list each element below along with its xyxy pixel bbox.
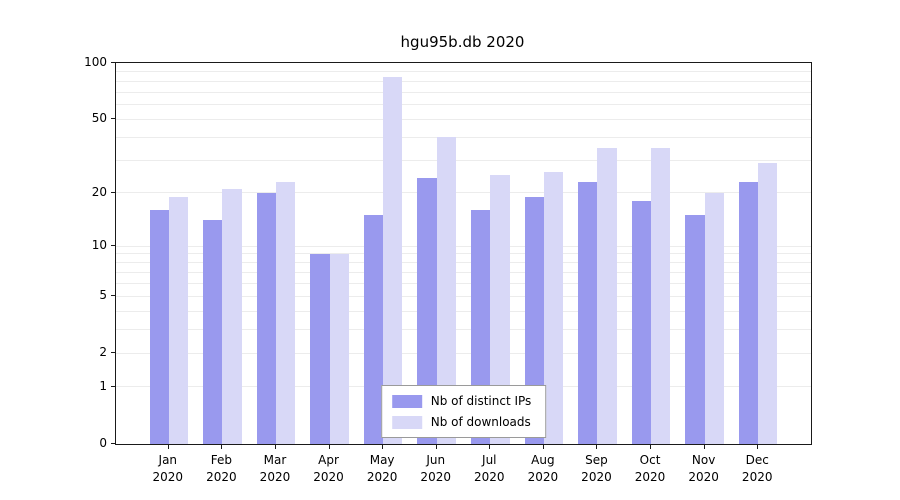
x-axis-tick-mark	[221, 444, 223, 449]
bar-distinct-ips-apr	[310, 253, 330, 444]
y-axis-tick-mark	[111, 443, 116, 444]
x-axis-tick-mark	[703, 444, 705, 449]
legend-label-downloads: Nb of downloads	[430, 415, 531, 429]
legend-row-distinct-ips: Nb of distinct IPs	[391, 394, 532, 408]
bar-distinct-ips-aug	[524, 196, 544, 444]
x-axis-tick-mark	[382, 444, 384, 449]
bar-downloads-jan	[168, 196, 189, 444]
x-axis-tick-mark	[596, 444, 598, 449]
y-axis-tick-label: 1	[99, 378, 107, 393]
x-axis-tick-mark	[650, 444, 652, 449]
legend-label-distinct-ips: Nb of distinct IPs	[430, 394, 532, 408]
x-axis-tick-mark	[489, 444, 491, 449]
x-axis-tick-label: Dec 2020	[741, 453, 773, 485]
gridline	[116, 104, 811, 106]
bar-distinct-ips-nov	[685, 215, 705, 444]
gridline	[116, 310, 811, 312]
y-axis-tick-label: 5	[99, 288, 107, 303]
y-axis-tick-label: 10	[91, 238, 107, 253]
x-axis-tick-label: Jun 2020	[420, 453, 451, 485]
x-axis-tick-mark	[542, 444, 544, 449]
bar-downloads-nov	[704, 192, 724, 444]
x-axis-tick-label: Aug 2020	[527, 453, 559, 485]
gridline	[116, 329, 811, 331]
y-axis-tick-label: 50	[91, 111, 107, 126]
gridline	[116, 262, 811, 264]
x-axis-tick-mark	[328, 444, 330, 449]
bar-distinct-ips-dec	[738, 181, 759, 444]
plot-area: Nb of distinct IPs Nb of downloads	[115, 62, 812, 445]
gridline	[116, 271, 811, 273]
x-axis-tick-label: Jul 2020	[474, 453, 505, 485]
x-axis-tick-mark	[167, 444, 169, 449]
bar-downloads-mar	[275, 181, 296, 444]
bar-downloads-aug	[543, 171, 564, 444]
x-axis-tick-label: Jan 2020	[152, 453, 184, 485]
y-axis-tick-mark	[111, 62, 116, 63]
bar-downloads-may	[383, 77, 403, 444]
x-axis-tick-label: Feb 2020	[206, 453, 237, 485]
gridline	[116, 352, 811, 354]
legend-swatch-downloads	[391, 415, 422, 429]
y-axis-tick-mark	[111, 191, 116, 193]
legend-row-downloads: Nb of downloads	[391, 415, 532, 429]
bar-distinct-ips-feb	[203, 220, 223, 444]
bar-downloads-oct	[651, 148, 671, 444]
y-axis-tick-label: 100	[84, 55, 107, 69]
x-axis-tick-label: Sep 2020	[581, 453, 612, 485]
x-axis-tick-label: Oct 2020	[634, 453, 666, 485]
y-axis-tick-mark	[111, 118, 116, 120]
gridline	[116, 295, 811, 297]
x-axis-tick-label: Nov 2020	[688, 453, 719, 485]
gridline	[116, 192, 811, 194]
bar-downloads-dec	[758, 163, 778, 444]
x-axis-tick-label: Mar 2020	[259, 453, 291, 485]
bar-distinct-ips-jan	[149, 210, 169, 444]
x-axis-tick-mark	[757, 444, 759, 449]
x-axis-tick-mark	[435, 444, 437, 449]
gridline	[116, 71, 811, 73]
bar-distinct-ips-mar	[256, 192, 276, 444]
bar-downloads-sep	[597, 148, 617, 444]
chart-legend: Nb of distinct IPs Nb of downloads	[380, 385, 547, 438]
bar-downloads-apr	[329, 253, 349, 444]
bar-downloads-feb	[222, 188, 242, 444]
y-axis-tick-label: 0	[99, 436, 107, 450]
y-axis-tick-mark	[111, 385, 116, 387]
bar-downloads-jun	[436, 137, 456, 444]
x-axis-tick-mark	[274, 444, 276, 449]
gridline	[116, 245, 811, 247]
bar-distinct-ips-jun	[417, 178, 437, 444]
bar-distinct-ips-may	[363, 215, 384, 444]
bar-distinct-ips-oct	[631, 200, 652, 444]
y-axis-tick-mark	[111, 245, 116, 247]
gridline	[116, 160, 811, 162]
gridline	[116, 253, 811, 255]
gridline	[116, 91, 811, 93]
y-axis-tick-mark	[111, 295, 116, 297]
bar-distinct-ips-sep	[578, 181, 598, 444]
y-axis-tick-mark	[111, 352, 116, 354]
chart-title: hgu95b.db 2020	[400, 33, 525, 51]
x-axis-tick-label: Apr 2020	[313, 453, 344, 485]
y-axis-tick-label: 20	[91, 184, 107, 199]
x-axis-tick-label: May 2020	[366, 453, 398, 485]
legend-swatch-distinct-ips	[391, 394, 422, 408]
gridline	[116, 282, 811, 284]
y-axis-tick-label: 2	[99, 345, 107, 360]
bar-downloads-jul	[490, 175, 510, 444]
gridline	[116, 80, 811, 82]
gridline	[116, 136, 811, 138]
gridline	[116, 118, 811, 120]
